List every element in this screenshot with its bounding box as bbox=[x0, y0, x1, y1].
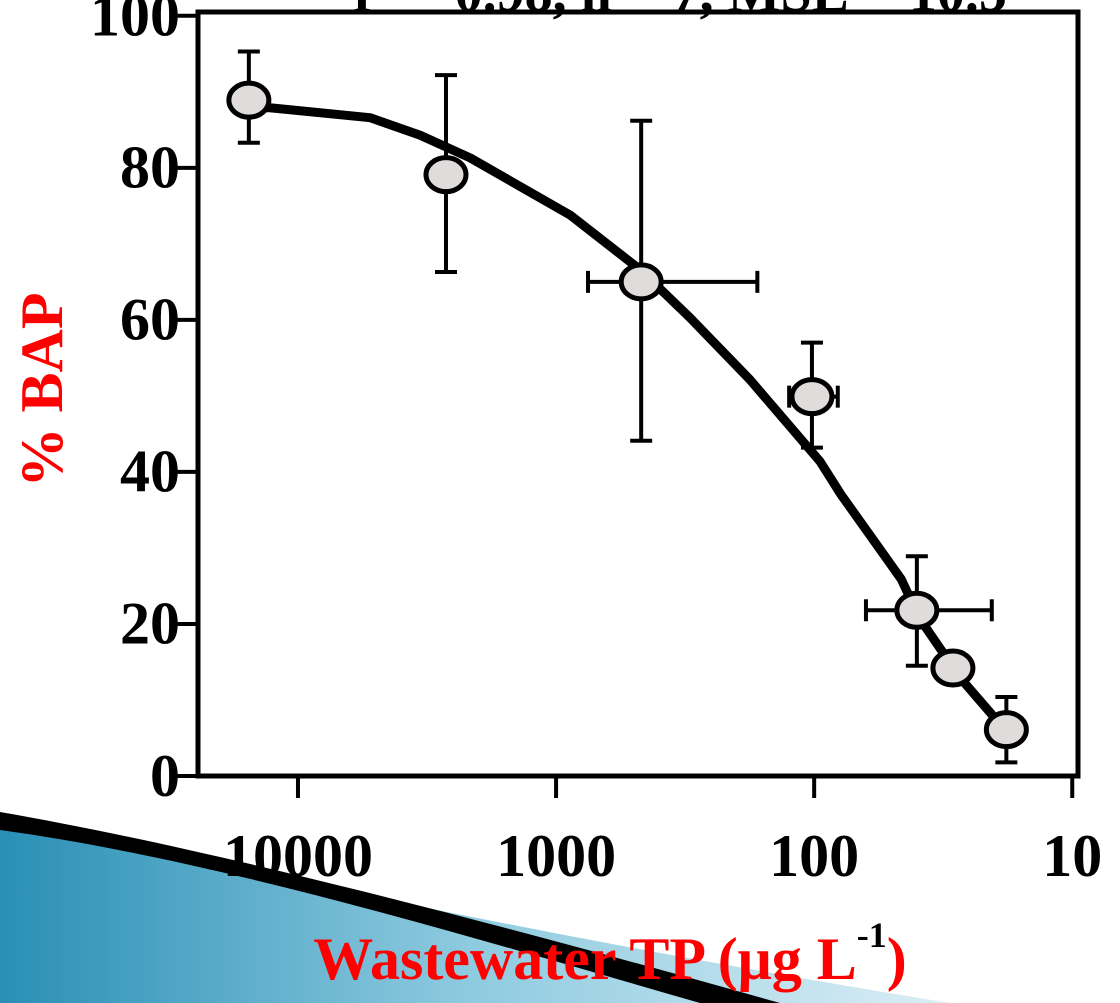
data-point bbox=[894, 590, 940, 630]
fit-curve bbox=[248, 103, 1017, 742]
y-tick-label: 60 bbox=[120, 287, 180, 353]
y-axis-label: % BAP bbox=[9, 293, 75, 488]
data-point bbox=[789, 377, 835, 417]
decor-swoosh bbox=[0, 815, 950, 1003]
decor-swoosh-edge bbox=[0, 812, 780, 1003]
x-tick-label: 10 bbox=[1042, 823, 1102, 889]
y-tick-label: 100 bbox=[90, 0, 180, 49]
data-point bbox=[226, 80, 272, 120]
data-point bbox=[618, 262, 664, 302]
plot-frame bbox=[195, 9, 1081, 779]
x-label-sup: -1 bbox=[857, 915, 887, 955]
x-axis-label: Wastewater TP (μg L-1) bbox=[313, 915, 906, 992]
x-label-main: Wastewater TP (μg L bbox=[313, 926, 856, 992]
x-label-end: ) bbox=[887, 926, 907, 992]
data-point bbox=[983, 710, 1029, 750]
y-tick-label: 20 bbox=[120, 591, 180, 657]
y-tick-label: 0 bbox=[150, 743, 180, 809]
x-tick-label: 1000 bbox=[496, 823, 616, 889]
y-tick-label: 40 bbox=[120, 439, 180, 505]
data-point bbox=[423, 155, 469, 195]
x-tick-label: 100 bbox=[769, 823, 859, 889]
x-tick-label: 10000 bbox=[223, 823, 373, 889]
data-point bbox=[930, 648, 976, 688]
y-tick-label: 80 bbox=[120, 135, 180, 201]
